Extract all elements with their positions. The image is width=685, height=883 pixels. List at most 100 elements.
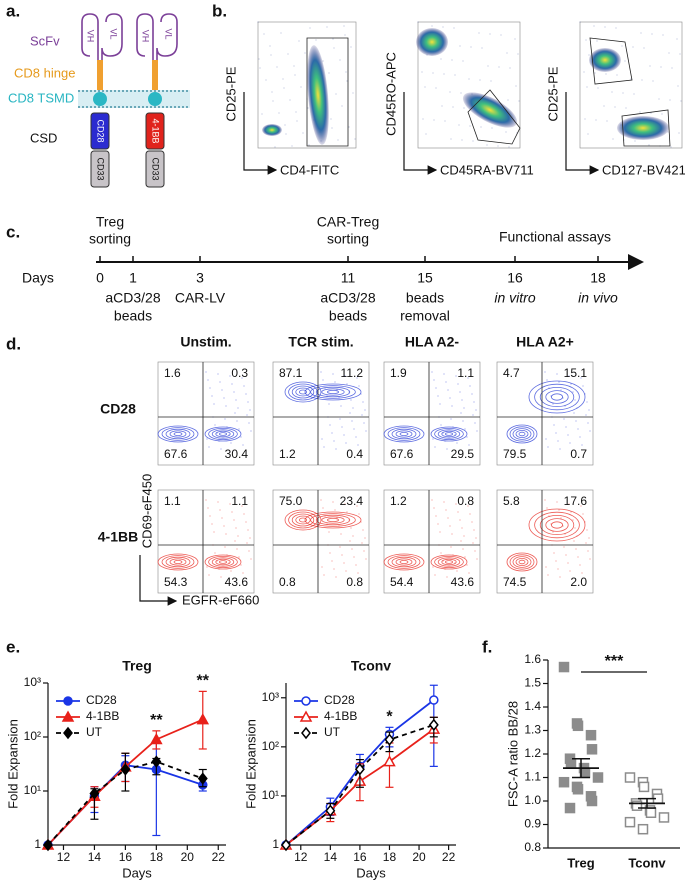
event-dot [586, 86, 588, 88]
event-dot [440, 58, 442, 60]
event-dot [345, 71, 347, 73]
event-dot [218, 440, 220, 442]
event-dot [278, 112, 280, 114]
event-dot [354, 138, 356, 140]
event-dot [460, 540, 462, 542]
event-dot [459, 519, 461, 521]
event-dot [345, 442, 347, 444]
event-dot [432, 566, 434, 568]
y-axis-label: FSC-A ratio BB/28 [505, 701, 520, 807]
point [565, 758, 577, 769]
event-dot [216, 560, 218, 562]
event-dot [328, 72, 330, 74]
event-dot [349, 540, 351, 542]
marker [196, 713, 210, 725]
contour [506, 424, 538, 444]
span-label: Functional assays [499, 229, 611, 245]
event-dot [652, 80, 654, 82]
event-dot [241, 505, 243, 507]
legend-label: 4-1BB [324, 709, 357, 723]
event-dot [450, 418, 452, 420]
x-tick-label: Treg [567, 855, 595, 870]
event-dot [574, 527, 576, 529]
event-dot [291, 145, 293, 147]
event-dot [454, 562, 456, 564]
contour [515, 429, 529, 438]
contour [326, 518, 339, 523]
event-dot [344, 375, 346, 377]
contour [399, 560, 409, 565]
marker [150, 732, 163, 745]
contour [215, 430, 231, 438]
event-dot [464, 428, 466, 430]
event-dot [343, 25, 345, 27]
quadrant-percent: 1.2 [390, 494, 407, 508]
tsmd [93, 92, 107, 106]
row-label: CD28 [100, 401, 136, 417]
event-dot [550, 523, 552, 525]
event-dot [491, 127, 493, 129]
contour [215, 558, 231, 566]
event-dot [331, 560, 333, 562]
event-dot [208, 574, 210, 576]
event-dot [356, 377, 358, 379]
event-dot [225, 405, 227, 407]
event-dot [556, 501, 558, 503]
event-dot [550, 395, 552, 397]
event-dot [348, 391, 350, 393]
event-dot [364, 537, 366, 539]
panel-label: d. [6, 334, 21, 353]
event-label: Treg [96, 214, 124, 230]
contour [295, 387, 311, 397]
contour [310, 385, 356, 399]
event-dot [347, 578, 349, 580]
event-dot [560, 517, 562, 519]
tail-label: CD33 [96, 157, 106, 180]
event-dot [460, 92, 462, 94]
event-dot [339, 546, 341, 548]
event-dot [573, 412, 575, 414]
event-dot [224, 546, 226, 548]
event-dot [362, 529, 364, 531]
event-dot [454, 434, 456, 436]
domain-label: CD28 [96, 119, 106, 142]
event-dot [548, 387, 550, 389]
vl-domain [156, 13, 178, 60]
event-dot [622, 92, 624, 94]
event-dot [443, 501, 445, 503]
event-dot [250, 430, 252, 432]
contour [208, 556, 238, 569]
event-dot [337, 139, 339, 141]
plot-frame [383, 361, 481, 466]
event-dot [649, 65, 651, 67]
day-label: 0 [96, 270, 104, 286]
event-dot [545, 566, 547, 568]
event-dot [676, 38, 678, 40]
event-dot [341, 426, 343, 428]
event-dot [240, 436, 242, 438]
event-dot [360, 521, 362, 523]
axis-arrow [139, 555, 178, 606]
event-dot [545, 438, 547, 440]
event-dot [589, 558, 591, 560]
event-dot [469, 125, 471, 127]
event-dot [329, 424, 331, 426]
event-dot [658, 98, 660, 100]
y-tick-label: 1.4 [524, 699, 541, 713]
event-dot [218, 568, 220, 570]
event-dot [471, 393, 473, 395]
contour [211, 557, 235, 567]
event-dot [435, 87, 437, 89]
event-dot [643, 47, 645, 49]
event-dot [458, 578, 460, 580]
contour [165, 556, 191, 568]
event-dot [356, 505, 358, 507]
event-dot [563, 418, 565, 420]
event-dot [421, 71, 423, 73]
marker [299, 710, 313, 722]
marker [63, 696, 73, 706]
x-tick-label: 20 [181, 850, 195, 864]
event-dot [353, 556, 355, 558]
legend-label: 4-1BB [86, 709, 119, 723]
